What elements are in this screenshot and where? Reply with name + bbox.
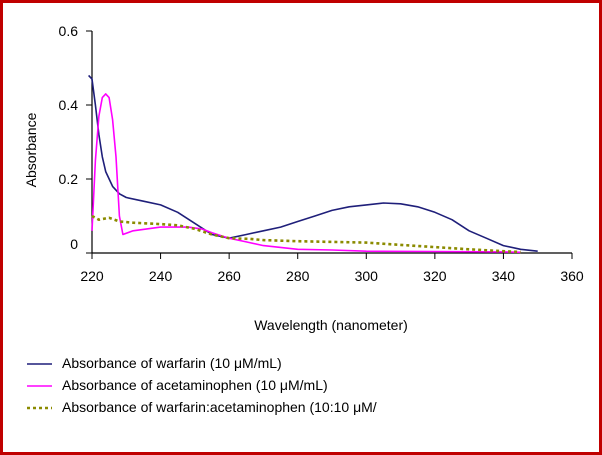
series-line-warfarin bbox=[88, 74, 538, 252]
x-axis-ticks: 220 240 260 280 300 320 340 360 bbox=[80, 253, 584, 284]
x-tick-label: 320 bbox=[423, 268, 447, 284]
axes bbox=[91, 31, 572, 254]
legend-label-combination: Absorbance of warfarin:acetaminophen (10… bbox=[62, 399, 377, 415]
legend-swatch-combination bbox=[27, 406, 52, 410]
x-tick-label: 220 bbox=[80, 268, 104, 284]
line-chart: 220 240 260 280 300 320 340 360 0 0.2 0.4 0.6 Wave… bbox=[23, 23, 584, 333]
x-tick-label: 300 bbox=[355, 268, 379, 284]
y-axis-title: Absorbance bbox=[23, 112, 39, 187]
series-line-acetaminophen bbox=[91, 93, 521, 254]
legend-label-acetaminophen: Absorbance of acetaminophen (10 μM/mL) bbox=[62, 377, 328, 393]
y-tick-label: 0 bbox=[70, 236, 78, 252]
series-lines bbox=[88, 74, 538, 254]
y-tick-label: 0.6 bbox=[59, 23, 79, 39]
x-axis-title: Wavelength (nanometer) bbox=[254, 317, 408, 333]
y-axis-ticks: 0 0.2 0.4 0.6 bbox=[59, 23, 92, 254]
legend-label-warfarin: Absorbance of warfarin (10 μM/mL) bbox=[62, 355, 282, 371]
legend-swatch-acetaminophen bbox=[27, 385, 52, 387]
x-tick-label: 340 bbox=[492, 268, 516, 284]
legend-swatch-warfarin bbox=[27, 363, 52, 365]
y-tick-label: 0.4 bbox=[59, 97, 79, 113]
x-tick-label: 360 bbox=[560, 268, 584, 284]
x-tick-label: 260 bbox=[217, 268, 241, 284]
x-tick-label: 240 bbox=[149, 268, 173, 284]
series-line-combination bbox=[91, 214, 521, 254]
y-tick-label: 0.2 bbox=[59, 171, 79, 187]
x-tick-label: 280 bbox=[286, 268, 310, 284]
